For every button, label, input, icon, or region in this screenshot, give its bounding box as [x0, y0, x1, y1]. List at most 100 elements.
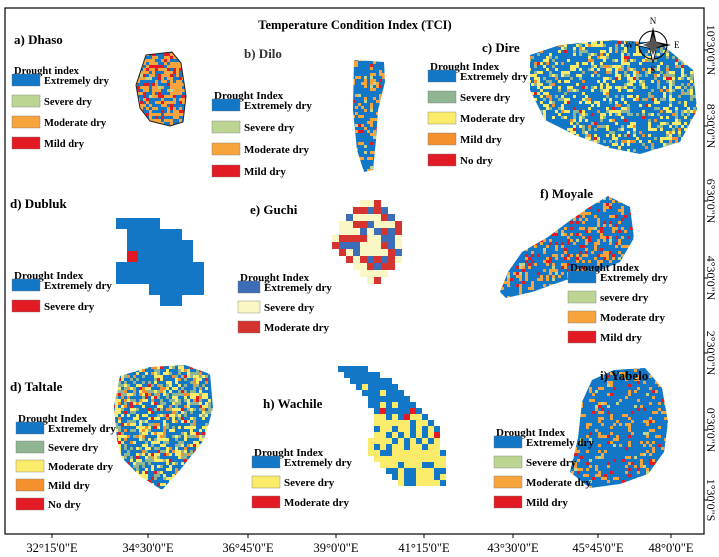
x-tick-label: 32°15'0"E	[26, 541, 78, 555]
legend-swatch	[567, 270, 597, 284]
legend-swatch	[567, 310, 597, 324]
north-arrow-icon: N S E W	[625, 16, 680, 75]
legend-item-label: Moderate dry	[44, 118, 107, 129]
x-tick-label: 48°0'0"E	[649, 541, 694, 555]
panel-label-e: e) Guchi	[250, 202, 298, 217]
legend-swatch	[251, 495, 281, 509]
legend-swatch	[211, 120, 241, 134]
legend-item-label: No dry	[48, 499, 81, 511]
legend-item-label: Extremely dry	[244, 100, 312, 112]
legend-item-label: Severe dry	[244, 122, 295, 134]
legend-swatch	[11, 136, 41, 150]
legend-swatch	[211, 98, 241, 112]
legend-swatch	[15, 421, 45, 435]
legend-item-label: Mild dry	[44, 139, 85, 150]
north-label: N	[650, 16, 657, 26]
legend-swatch	[493, 475, 523, 489]
x-tick-label: 45°45'0"E	[572, 541, 624, 555]
legend-item-label: Severe dry	[284, 477, 335, 489]
y-tick-label: 0°30'0"N	[704, 408, 718, 453]
map-guchi	[332, 200, 402, 284]
legend-item-label: Severe dry	[264, 302, 315, 314]
legend-item-label: Extremely dry	[600, 272, 668, 284]
legend-item-label: Extremely dry	[284, 457, 352, 469]
legend-swatch	[493, 495, 523, 509]
legend-swatch	[11, 299, 41, 313]
y-tick-label: 10°30'0"N	[704, 25, 718, 76]
map-title: Temperature Condition Index (TCI)	[258, 18, 451, 32]
legend-swatch	[567, 330, 597, 344]
boundary-dhaso	[135, 51, 187, 127]
legend-item-label: Moderate dry	[600, 312, 666, 324]
x-tick-label: 41°15'0"E	[398, 541, 450, 555]
east-label: E	[674, 40, 680, 50]
legend-item-label: Severe dry	[526, 457, 577, 469]
legend-item-label: Mild dry	[460, 134, 502, 146]
x-tick-label: 39°0'0"E	[314, 541, 359, 555]
legend-swatch	[427, 111, 457, 125]
legend-swatch	[15, 440, 45, 454]
y-tick-label: 8°30'0"N	[704, 104, 718, 149]
legend-swatch	[11, 73, 41, 87]
map-wachile	[338, 366, 446, 486]
legend-item-label: Extremely dry	[264, 282, 332, 294]
x-axis-ticks: 32°15'0"E 34°30'0"E 36°45'0"E 39°0'0"E 41°15…	[26, 534, 694, 555]
x-tick-label: 34°30'0"E	[122, 541, 174, 555]
y-tick-label: 2°30'0"N	[704, 331, 718, 376]
legend-swatch	[493, 435, 523, 449]
legend-item-label: Extremely dry	[460, 71, 528, 83]
x-tick-label: 43°30'0"E	[487, 541, 539, 555]
panel-label-h: h) Wachile	[263, 396, 323, 411]
legend-item-label: Moderate dry	[526, 477, 592, 489]
legend-swatch	[251, 475, 281, 489]
legend-item-label: Extremely dry	[526, 437, 594, 449]
legend-swatch	[427, 90, 457, 104]
panel-label-f: f) Moyale	[540, 186, 593, 201]
panel-label-c: c) Dire	[482, 40, 520, 55]
west-label: W	[625, 40, 634, 50]
legend-item-label: Severe dry	[48, 442, 99, 454]
legend-item-label: Moderate dry	[460, 113, 526, 125]
y-tick-label: 4°30'0"N	[704, 256, 718, 301]
legend-swatch	[427, 69, 457, 83]
legend-swatch	[211, 142, 241, 156]
legend-swatch	[11, 94, 41, 108]
legend-swatch	[211, 164, 241, 178]
legend-swatch	[11, 278, 41, 292]
y-tick-label: 1°30'0"S	[704, 479, 718, 522]
panel-label-g: d) Taltale	[10, 379, 63, 394]
x-tick-label: 36°45'0"E	[222, 541, 274, 555]
legend-item-label: Moderate dry	[284, 497, 350, 509]
y-tick-label: 6°30'0"N	[704, 179, 718, 224]
legend-title: Drought index	[14, 66, 80, 77]
legend-item-label: Extremely dry	[44, 76, 110, 87]
legend-swatch	[15, 478, 45, 492]
panel-label-d: d) Dubluk	[10, 196, 67, 211]
legend-item-label: severe dry	[600, 292, 649, 304]
legend-item-label: Severe dry	[44, 97, 93, 108]
map-dubluk	[116, 218, 204, 306]
legend-item-label: Moderate dry	[244, 144, 310, 156]
legend-swatch	[237, 280, 261, 294]
legend-swatch	[237, 320, 261, 334]
legend-item-label: Mild dry	[244, 166, 286, 178]
legend-swatch	[493, 455, 523, 469]
legend-swatch	[251, 455, 281, 469]
legend-item-label: Moderate dry	[264, 322, 330, 334]
legend-item-label: Moderate dry	[48, 461, 114, 473]
y-axis-ticks: 10°30'0"N 8°30'0"N 6°30'0"N 4°30'0"N 2°30'0"…	[704, 25, 718, 522]
legend-swatch	[15, 497, 45, 511]
legend-swatch	[427, 153, 457, 167]
panel-label-a: a) Dhaso	[14, 32, 63, 47]
legend-item-label: Severe dry	[44, 301, 95, 313]
legend-item-label: Severe dry	[460, 92, 511, 104]
legend-item-label: Extremely dry	[44, 280, 112, 292]
